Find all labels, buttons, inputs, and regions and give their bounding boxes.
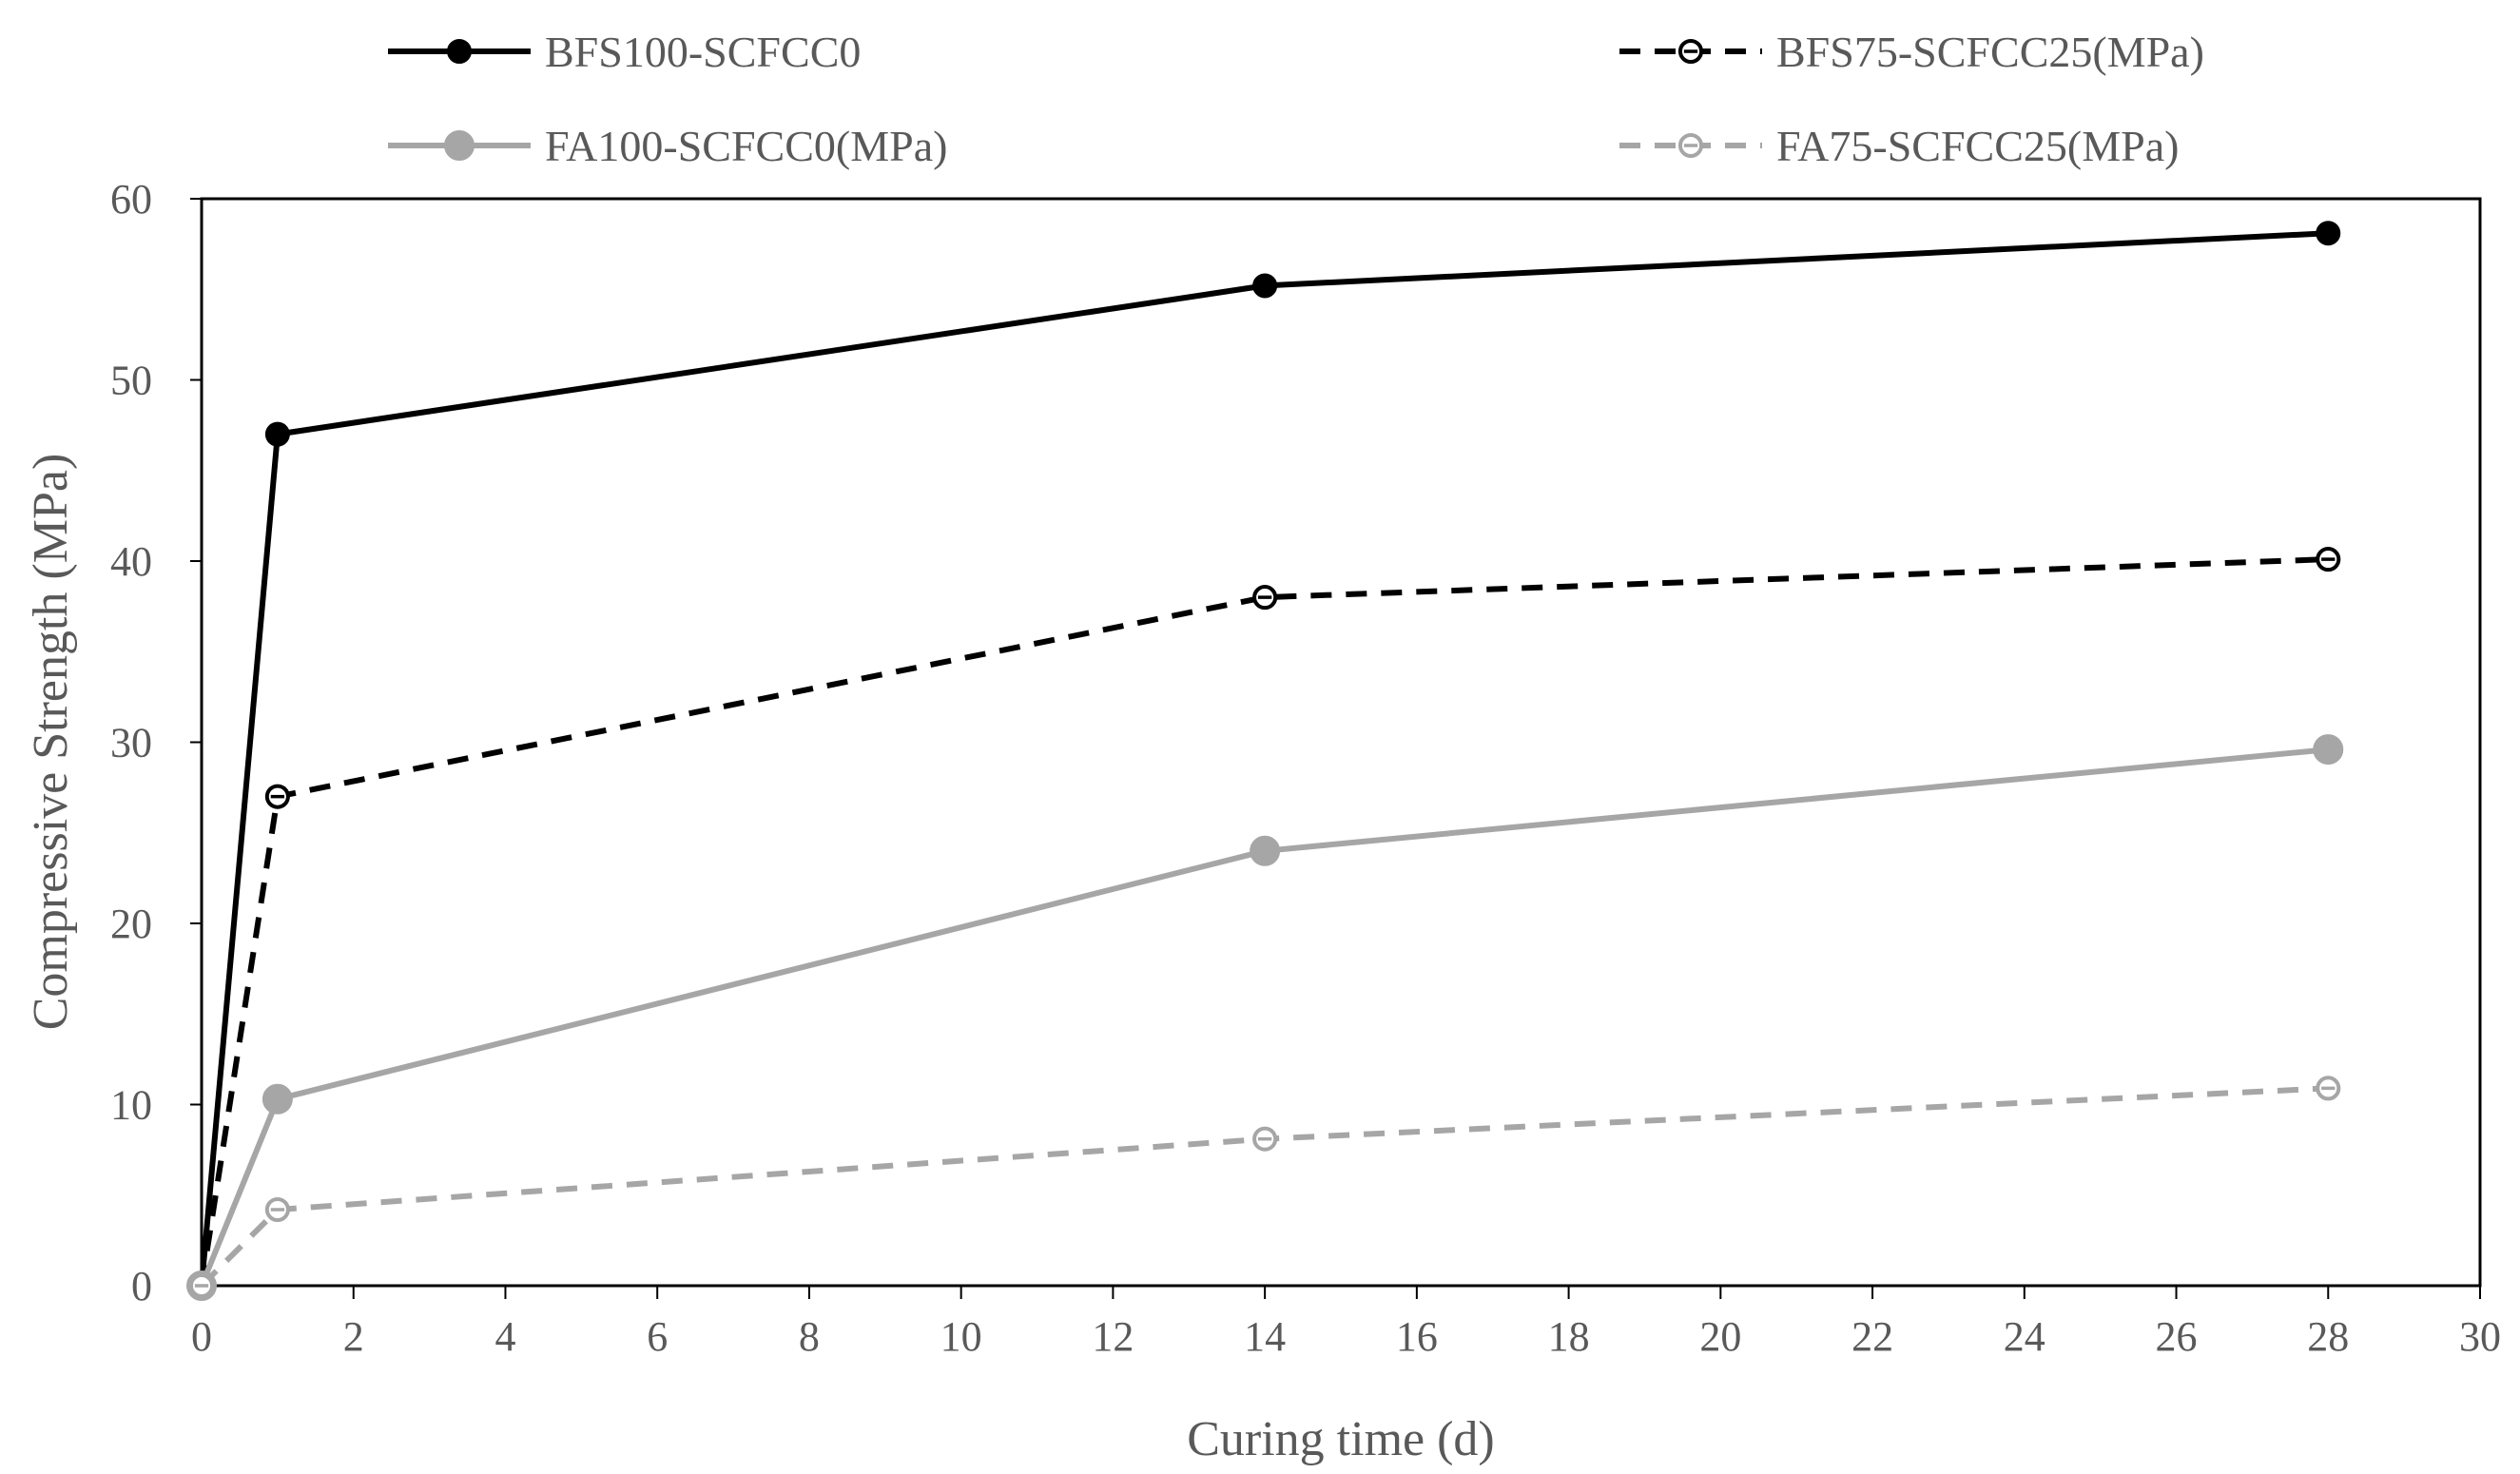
legend-item-2: BFS75-SCFCC25(MPa) — [1619, 28, 2204, 76]
x-tick-label: 28 — [2307, 1313, 2349, 1360]
x-tick-label: 10 — [940, 1313, 982, 1360]
series-line — [199, 747, 2329, 1288]
data-point — [2316, 221, 2341, 246]
y-tick-label: 0 — [131, 1263, 152, 1309]
x-tick-label: 12 — [1092, 1313, 1134, 1360]
y-axis-title: Compressive Strength (MPa) — [24, 454, 78, 1031]
x-axis-ticks: 0 2 4 6 8 10 12 14 16 18 20 22 24 26 28 30 — [191, 1286, 2501, 1360]
data-point — [2313, 734, 2344, 766]
y-tick-label: 40 — [110, 538, 152, 585]
data-point — [1250, 835, 1281, 866]
x-tick-label: 0 — [191, 1313, 212, 1360]
x-tick-label: 26 — [2156, 1313, 2198, 1360]
x-tick-label: 4 — [494, 1313, 515, 1360]
legend: BFS100-SCFCC0 BFS75-SCFCC25(MPa) FA100-SCF… — [388, 28, 2204, 170]
y-axis-ticks: 0 10 20 30 40 50 60 — [110, 176, 202, 1309]
series-line — [199, 556, 2329, 1287]
legend-item-4: FA75-SCFCC25(MPa) — [1619, 122, 2179, 170]
series-line — [199, 1085, 2329, 1289]
x-tick-label: 30 — [2459, 1313, 2501, 1360]
data-point — [1252, 273, 1278, 299]
plot-area — [200, 197, 2482, 1288]
x-tick-label: 22 — [1851, 1313, 1893, 1360]
legend-label: FA75-SCFCC25(MPa) — [1776, 122, 2179, 170]
data-point — [264, 421, 290, 447]
series-3 — [186, 734, 2344, 1301]
data-point — [447, 39, 472, 64]
series-4 — [188, 1076, 2341, 1299]
x-tick-label: 24 — [2004, 1313, 2045, 1360]
series-line — [199, 230, 2329, 1287]
x-tick-label: 6 — [647, 1313, 668, 1360]
data-point — [262, 1083, 293, 1115]
legend-item-3: FA100-SCFCC0(MPa) — [388, 122, 947, 170]
y-tick-label: 30 — [110, 720, 152, 766]
y-tick-label: 20 — [110, 901, 152, 947]
legend-label: FA100-SCFCC0(MPa) — [545, 122, 947, 170]
x-axis-title: Curing time (d) — [1187, 1412, 1495, 1466]
legend-label: BFS100-SCFCC0 — [545, 28, 861, 76]
x-tick-label: 16 — [1396, 1313, 1438, 1360]
y-tick-label: 10 — [110, 1082, 152, 1129]
x-tick-label: 2 — [343, 1313, 364, 1360]
data-point — [444, 130, 475, 161]
legend-label: BFS75-SCFCC25(MPa) — [1776, 28, 2204, 76]
legend-item-1: BFS100-SCFCC0 — [388, 28, 861, 76]
series-layer — [186, 221, 2344, 1301]
x-tick-label: 20 — [1699, 1313, 1741, 1360]
x-tick-label: 18 — [1548, 1313, 1590, 1360]
y-tick-label: 50 — [110, 358, 152, 404]
x-tick-label: 14 — [1244, 1313, 1286, 1360]
y-tick-label: 60 — [110, 176, 152, 223]
x-tick-label: 8 — [799, 1313, 820, 1360]
